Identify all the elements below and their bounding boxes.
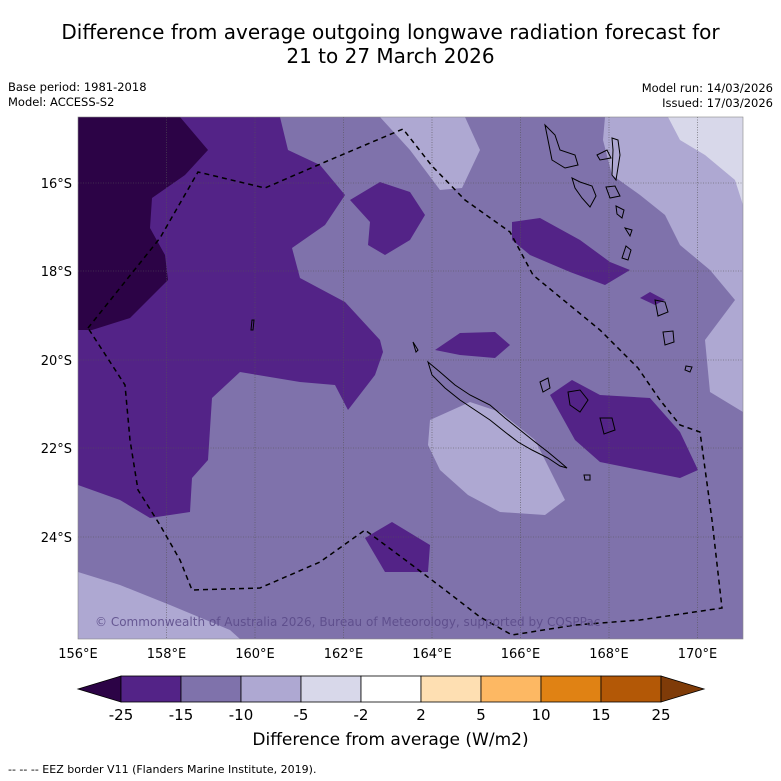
base-period: Base period: 1981-2018: [8, 80, 147, 94]
map-frame: [77, 116, 744, 640]
vanuatu-island-5: [605, 185, 621, 199]
region-anomaly-10-to-5-north: [380, 117, 480, 190]
loyalty-island-1: [539, 377, 551, 393]
small-island-3: [250, 319, 255, 331]
title-line-2: 21 to 27 March 2026: [286, 44, 495, 68]
colorbar-tick-label: -25: [109, 706, 134, 724]
eez-border: [87, 128, 723, 636]
region-anomaly-25-to-15-blob-4: [550, 380, 698, 478]
vanuatu-island-7: [623, 227, 633, 238]
lat-label: 22°S: [41, 442, 72, 457]
anomaly-field: [78, 117, 743, 639]
loyalty-island-2: [567, 389, 589, 413]
vanuatu-island-3: [571, 177, 597, 208]
lon-label: 164°E: [412, 647, 452, 662]
region-anomaly-5-to-2: [668, 117, 743, 205]
lon-label: 158°E: [147, 647, 187, 662]
small-island-1: [662, 330, 675, 346]
colorbar-tick-label: -5: [294, 706, 309, 724]
small-island-2: [684, 365, 693, 373]
colorbar-tick-label: -10: [229, 706, 254, 724]
gridlines: [78, 117, 743, 639]
region-anomaly-10-to-5-center: [428, 402, 565, 515]
colorbar-tick-label: -2: [354, 706, 369, 724]
region-anomaly-25-to-15-blob-6: [640, 292, 665, 305]
model-name: Model: ACCESS-S2: [8, 95, 115, 109]
colorbar-tick-label: 2: [416, 706, 426, 724]
colorbar-extend-high: [660, 675, 706, 703]
issued-date: Issued: 17/03/2026: [662, 96, 773, 110]
colorbar-segment: [540, 675, 602, 703]
colorbar-tick-label: 25: [651, 706, 670, 724]
colorbar: -25 -15 -10 -5 -2 2 5 10 15 25: [76, 675, 706, 724]
colorbar-tick-label: 10: [531, 706, 550, 724]
model-run: Model run: 14/03/2026: [641, 81, 773, 95]
colorbar-segment: [300, 675, 362, 703]
colorbar-tick-label: -15: [169, 706, 194, 724]
lon-label: 160°E: [235, 647, 275, 662]
metadata-left: Base period: 1981-2018 Model: ACCESS-S2: [8, 80, 147, 110]
new-caledonia-coastline: [427, 360, 568, 469]
colorbar-segment: [480, 675, 542, 703]
lon-label: 170°E: [678, 647, 718, 662]
region-anomaly-25-to-15-blob-3: [512, 218, 630, 285]
colorbar-tick-label: 15: [591, 706, 610, 724]
lon-label: 162°E: [324, 647, 364, 662]
coastlines: [250, 123, 693, 481]
colorbar-tick-label: 5: [476, 706, 486, 724]
lat-label: 24°S: [41, 531, 72, 546]
lat-label: 18°S: [41, 265, 72, 280]
vanuatu-island-4: [611, 137, 621, 182]
lon-label: 156°E: [58, 647, 98, 662]
small-island-4: [583, 474, 591, 481]
vanuatu-island-1: [544, 123, 579, 169]
colorbar-extend-low: [76, 675, 122, 703]
copyright-text: © Commonwealth of Australia 2026, Bureau…: [95, 615, 600, 629]
vanuatu-island-2: [596, 149, 612, 161]
loyalty-island-3: [599, 417, 616, 435]
region-anomaly-25-to-15-blob-5: [365, 522, 430, 572]
region-anomaly-10-to-5-southwest: [78, 572, 240, 639]
eez-border-main: [87, 128, 723, 636]
colorbar-segment: [360, 675, 422, 703]
eez-legend: -- -- -- EEZ border V11 (Flanders Marine…: [8, 763, 317, 776]
region-anomaly-25-to-15-blob-1: [350, 182, 425, 255]
loyalty-island-4: [654, 299, 669, 317]
small-island-5: [412, 341, 419, 353]
colorbar-segment: [600, 675, 662, 703]
colorbar-segment: [180, 675, 242, 703]
lat-label: 16°S: [41, 177, 72, 192]
colorbar-title: Difference from average (W/m2): [252, 730, 529, 750]
lon-label: 166°E: [501, 647, 541, 662]
region-anomaly-10-to-5-east: [603, 117, 743, 412]
region-anomaly-25-to-15-west: [78, 117, 383, 518]
title-line-1: Difference from average outgoing longwav…: [61, 20, 720, 44]
vanuatu-island-8: [621, 245, 632, 261]
region-anomaly-below-25: [78, 117, 208, 330]
lon-label: 168°E: [589, 647, 629, 662]
vanuatu-island-6: [615, 205, 625, 219]
lat-label: 20°S: [41, 354, 72, 369]
metadata-right: Model run: 14/03/2026 Issued: 17/03/2026: [642, 81, 773, 111]
region-anomaly-25-to-15-blob-2: [435, 332, 510, 358]
colorbar-segment: [240, 675, 302, 703]
colorbar-segment: [420, 675, 482, 703]
colorbar-segment: [120, 675, 182, 703]
